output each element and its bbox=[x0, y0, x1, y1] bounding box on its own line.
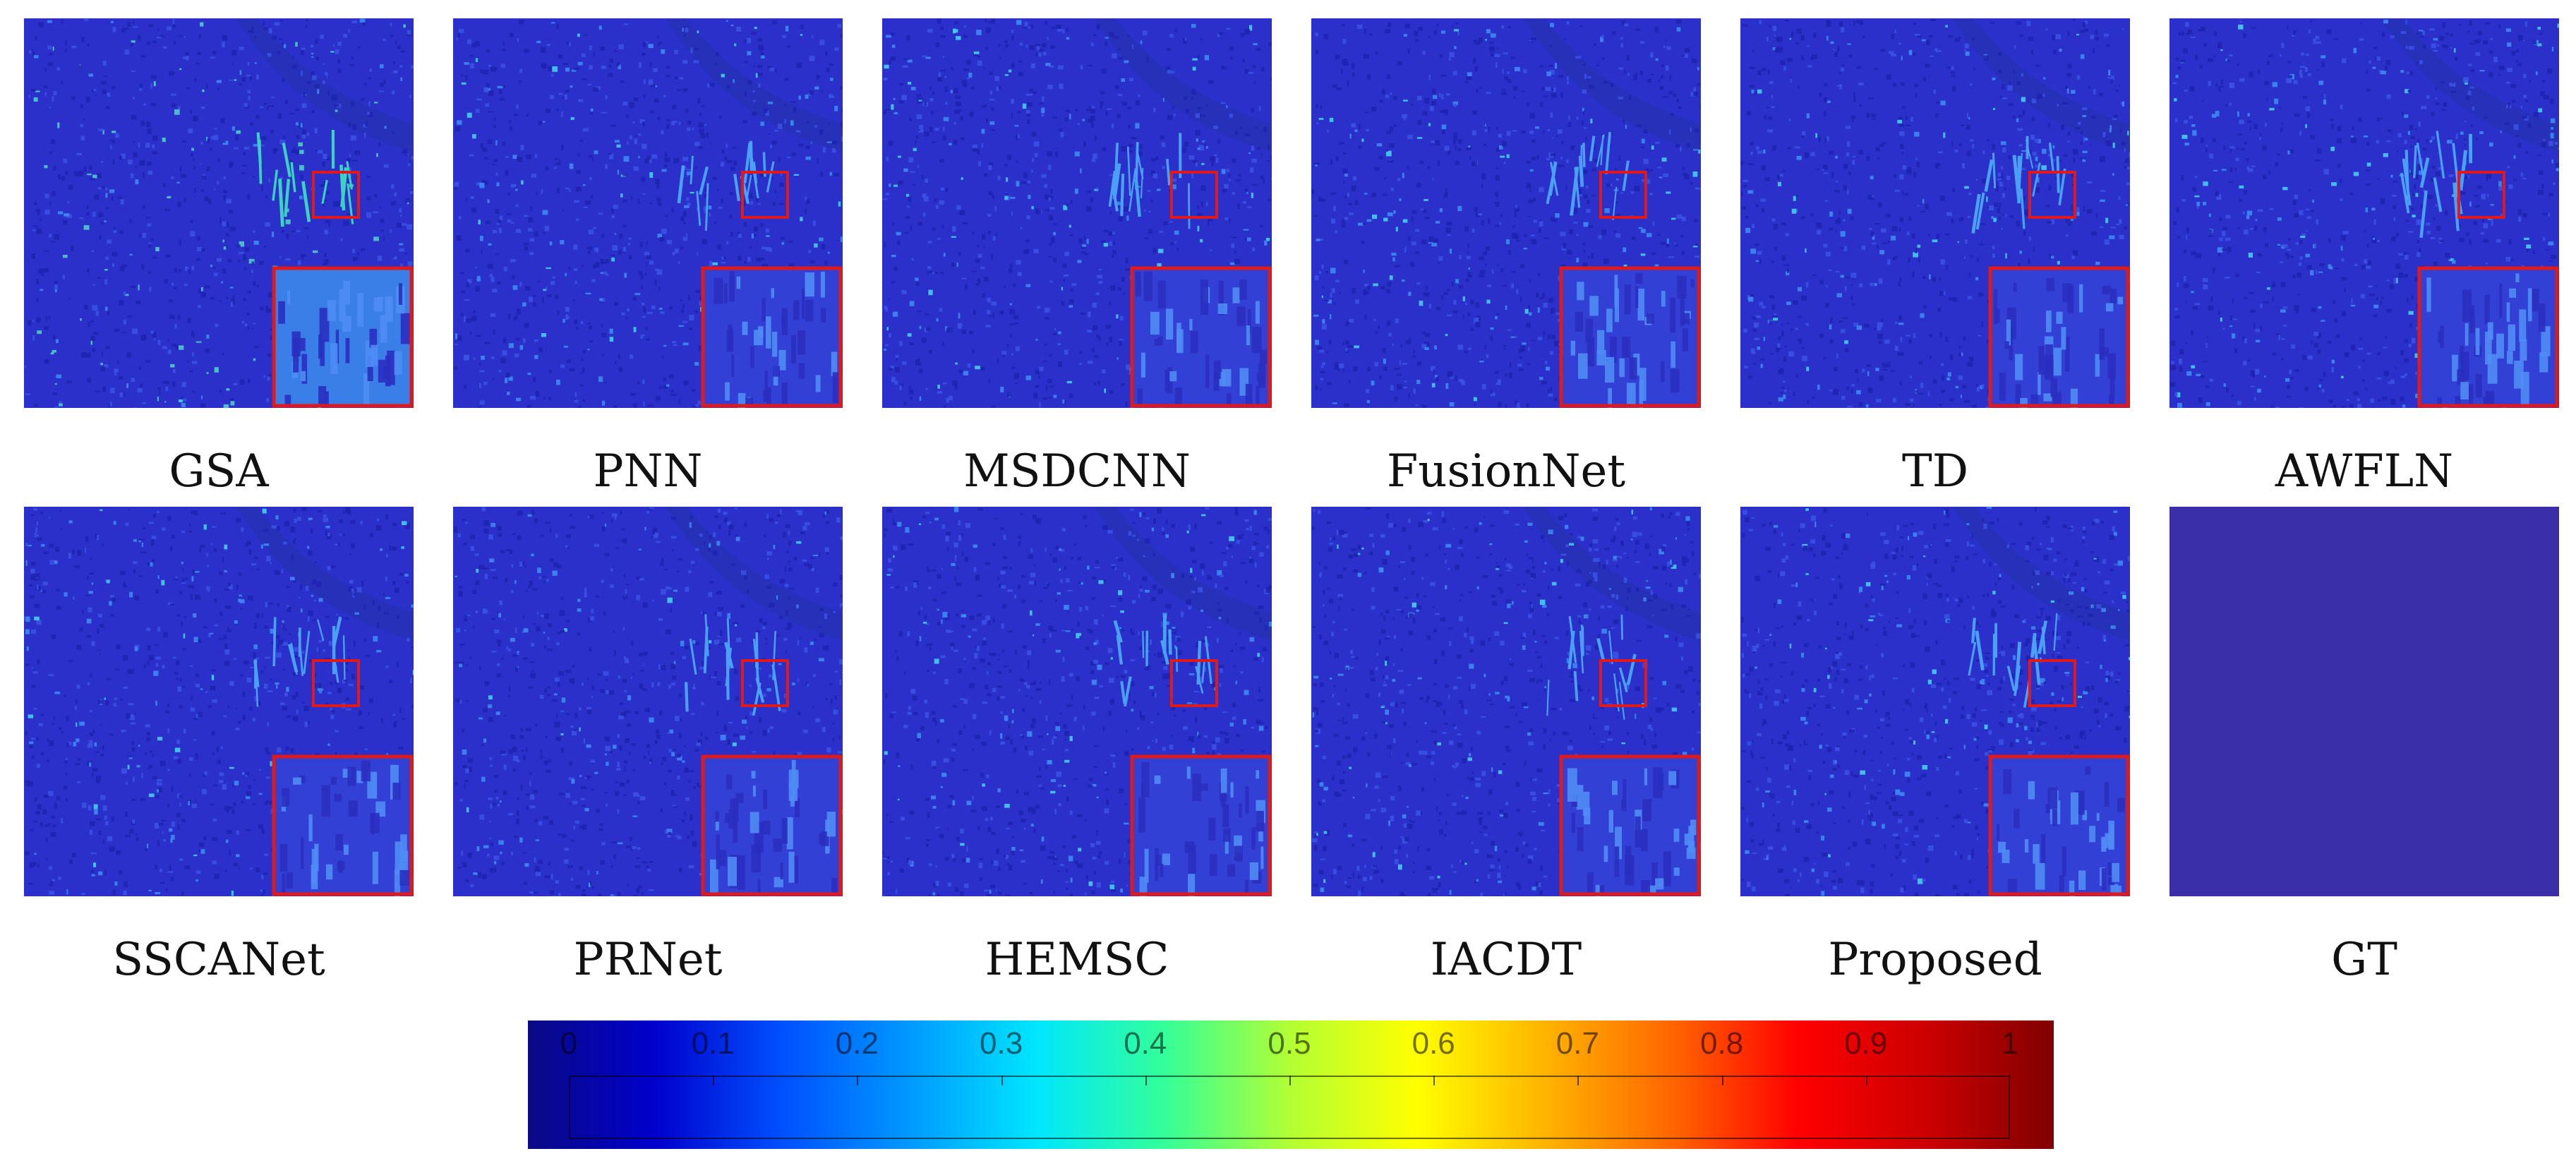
highlight-box-inset bbox=[1559, 266, 1701, 408]
colorbar-tick-label: 0.4 bbox=[1124, 1026, 1167, 1061]
colorbar-tick-label: 1 bbox=[2001, 1026, 2019, 1061]
colorbar-tick-label: 0.8 bbox=[1700, 1026, 1744, 1061]
colorbar-tick bbox=[1289, 1076, 1291, 1085]
colorbar-tick bbox=[857, 1076, 859, 1085]
caption-prnet: PRNet bbox=[573, 934, 723, 986]
heatmap-image bbox=[453, 18, 843, 408]
error-map-hemsc bbox=[882, 507, 1272, 896]
caption-pnn: PNN bbox=[593, 445, 703, 498]
caption-awfln: AWFLN bbox=[2275, 445, 2454, 498]
colorbar-tick bbox=[1577, 1076, 1579, 1085]
heatmap-image bbox=[1740, 18, 2130, 408]
colorbar-tick-label: 0.7 bbox=[1555, 1026, 1599, 1061]
heatmap-image bbox=[453, 507, 843, 896]
colorbar-tick bbox=[713, 1076, 715, 1085]
highlight-box-inset bbox=[2417, 266, 2559, 408]
error-map-fusionnet bbox=[1311, 18, 1701, 408]
caption-sscanet: SSCANet bbox=[112, 934, 325, 986]
caption-iacdt: IACDT bbox=[1430, 934, 1582, 986]
colorbar-tick bbox=[1433, 1076, 1436, 1085]
heatmap-image bbox=[1311, 507, 1701, 896]
heatmap-image bbox=[882, 507, 1272, 896]
highlight-box-inset bbox=[272, 266, 414, 408]
caption-td: TD bbox=[1902, 445, 1968, 498]
highlight-box-small bbox=[1170, 171, 1218, 219]
colorbar-tick-label: 0 bbox=[560, 1026, 578, 1061]
highlight-box-small bbox=[741, 659, 789, 707]
error-map-td bbox=[1740, 18, 2130, 408]
highlight-box-small bbox=[312, 171, 360, 219]
heatmap-image bbox=[882, 18, 1272, 408]
highlight-box-small bbox=[312, 659, 360, 707]
error-map-prnet bbox=[453, 507, 843, 896]
colorbar-tick-label: 0.9 bbox=[1844, 1026, 1888, 1061]
colorbar-tick-label: 0.2 bbox=[835, 1026, 879, 1061]
highlight-box-inset bbox=[1988, 266, 2130, 408]
error-map-msdcnn bbox=[882, 18, 1272, 408]
highlight-box-inset bbox=[272, 754, 414, 896]
heatmap-image bbox=[24, 18, 414, 408]
highlight-box-inset bbox=[1130, 754, 1272, 896]
colorbar-gradient bbox=[528, 1021, 2054, 1149]
highlight-box-inset bbox=[1559, 754, 1701, 896]
caption-fusionnet: FusionNet bbox=[1386, 445, 1626, 498]
highlight-box-small bbox=[1599, 171, 1647, 219]
error-map-gt bbox=[2169, 507, 2559, 896]
highlight-box-inset bbox=[701, 266, 843, 408]
caption-hemsc: HEMSC bbox=[985, 934, 1169, 986]
heatmap-image bbox=[1740, 507, 2130, 896]
colorbar-tick-label: 0.5 bbox=[1268, 1026, 1311, 1061]
highlight-box-small bbox=[2028, 171, 2076, 219]
highlight-box-small bbox=[2028, 659, 2076, 707]
error-map-gsa bbox=[24, 18, 414, 408]
highlight-box-small bbox=[2457, 171, 2505, 219]
caption-proposed: Proposed bbox=[1828, 934, 2042, 986]
zoomed-inset bbox=[703, 757, 841, 894]
error-map-iacdt bbox=[1311, 507, 1701, 896]
highlight-box-inset bbox=[1988, 754, 2130, 896]
colorbar-tick-label: 0.1 bbox=[691, 1026, 735, 1061]
error-map-sscanet bbox=[24, 507, 414, 896]
caption-gt: GT bbox=[2331, 934, 2397, 986]
highlight-box-inset bbox=[1130, 266, 1272, 408]
caption-gsa: GSA bbox=[169, 445, 269, 498]
heatmap-image bbox=[24, 507, 414, 896]
error-map-pnn bbox=[453, 18, 843, 408]
colorbar-tick bbox=[1001, 1076, 1003, 1085]
error-map-awfln bbox=[2169, 18, 2559, 408]
colorbar-tick bbox=[1721, 1076, 1723, 1085]
colorbar-tick bbox=[1865, 1076, 1867, 1085]
colorbar-tick-label: 0.6 bbox=[1412, 1026, 1455, 1061]
highlight-box-small bbox=[1599, 659, 1647, 707]
highlight-box-small bbox=[741, 171, 789, 219]
error-map-proposed bbox=[1740, 507, 2130, 896]
heatmap-image bbox=[1311, 18, 1701, 408]
highlight-box-small bbox=[1170, 659, 1218, 707]
colorbar: 0 0.1 0.2 0.3 0.4 0.5 0.6 0.7 0.8 0.9 1 bbox=[528, 1021, 2054, 1149]
colorbar-tick-label: 0.3 bbox=[980, 1026, 1023, 1061]
highlight-box-inset bbox=[701, 754, 843, 896]
colorbar-tick bbox=[1145, 1076, 1147, 1085]
caption-msdcnn: MSDCNN bbox=[963, 445, 1191, 498]
heatmap-image bbox=[2169, 18, 2559, 408]
